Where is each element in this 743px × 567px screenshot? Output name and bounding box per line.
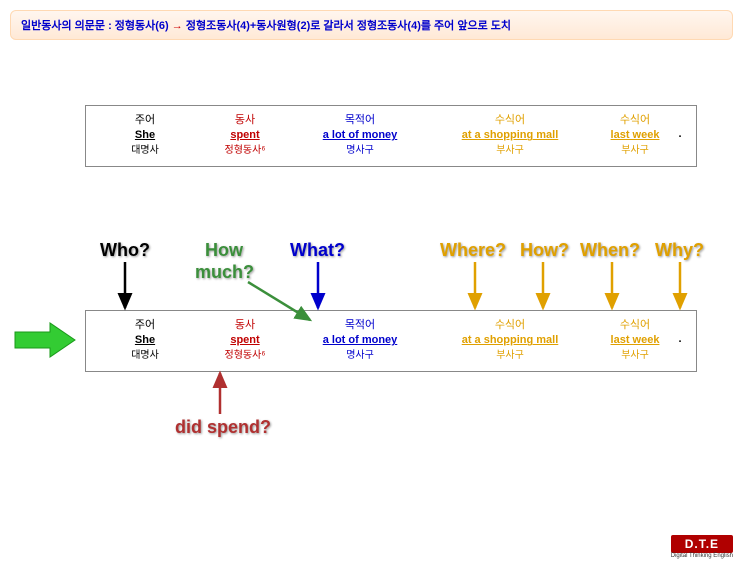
role-label: 주어 <box>110 318 180 333</box>
sub-label: 명사구 <box>300 349 420 363</box>
sub-label: 정형동사⁶ <box>205 144 285 158</box>
sentence-col: 동사spent정형동사⁶ <box>205 318 285 363</box>
big-green-arrow-icon <box>10 320 80 360</box>
sentence-col: 수식어at a shopping mall부사구 <box>440 318 580 363</box>
sub-label: 대명사 <box>110 144 180 158</box>
sub-label: 대명사 <box>110 349 180 363</box>
question-why: Why? <box>655 240 704 261</box>
sub-label: 부사구 <box>440 144 580 158</box>
arrows-layer <box>0 10 743 567</box>
title-part2: 정형조동사(4)+동사원형(2)로 갈라서 정형조동사(4)를 주어 앞으로 도… <box>186 20 511 32</box>
sub-label: 부사구 <box>440 349 580 363</box>
sentence-col: 수식어last week부사구 <box>590 113 680 158</box>
sentence-col: 주어She대명사 <box>110 113 180 158</box>
role-label: 주어 <box>110 113 180 128</box>
sentence-col: 수식어last week부사구 <box>590 318 680 363</box>
word: spent <box>205 333 285 348</box>
word: She <box>110 128 180 143</box>
logo: D.T.E Digital Thinking English <box>671 535 733 559</box>
sub-label: 부사구 <box>590 349 680 363</box>
logo-text: D.T.E <box>671 535 733 553</box>
sentence-col: 주어She대명사 <box>110 318 180 363</box>
sub-label: 부사구 <box>590 144 680 158</box>
word: at a shopping mall <box>440 128 580 143</box>
sub-label: 명사구 <box>300 144 420 158</box>
question-where: Where? <box>440 240 506 261</box>
title-part1: 일반동사의 의문문 : 정형동사(6) <box>21 20 169 32</box>
sentence-col: 동사spent정형동사⁶ <box>205 113 285 158</box>
question-howmuch-2: much? <box>195 262 254 283</box>
word: She <box>110 333 180 348</box>
question-howmuch-1: How <box>205 240 243 261</box>
question-what: What? <box>290 240 345 261</box>
word: spent <box>205 128 285 143</box>
word: a lot of money <box>300 333 420 348</box>
role-label: 수식어 <box>590 113 680 128</box>
role-label: 목적어 <box>300 113 420 128</box>
role-label: 수식어 <box>440 113 580 128</box>
word: at a shopping mall <box>440 333 580 348</box>
period: . <box>675 127 685 142</box>
sub-label: 정형동사⁶ <box>205 349 285 363</box>
word: last week <box>590 333 680 348</box>
role-label: 수식어 <box>440 318 580 333</box>
question-how: How? <box>520 240 569 261</box>
word: a lot of money <box>300 128 420 143</box>
role-label: 수식어 <box>590 318 680 333</box>
question-who: Who? <box>100 240 150 261</box>
word: last week <box>590 128 680 143</box>
question-when: When? <box>580 240 640 261</box>
role-label: 목적어 <box>300 318 420 333</box>
role-label: 동사 <box>205 318 285 333</box>
question-didspend: did spend? <box>175 417 271 438</box>
title-arrow: → <box>169 20 186 32</box>
sentence-col: 수식어at a shopping mall부사구 <box>440 113 580 158</box>
role-label: 동사 <box>205 113 285 128</box>
sentence-col: 목적어a lot of money명사구 <box>300 318 420 363</box>
logo-sub: Digital Thinking English <box>671 553 733 559</box>
title-bar: 일반동사의 의문문 : 정형동사(6) → 정형조동사(4)+동사원형(2)로 … <box>10 10 733 40</box>
sentence-col: 목적어a lot of money명사구 <box>300 113 420 158</box>
period: . <box>675 332 685 347</box>
